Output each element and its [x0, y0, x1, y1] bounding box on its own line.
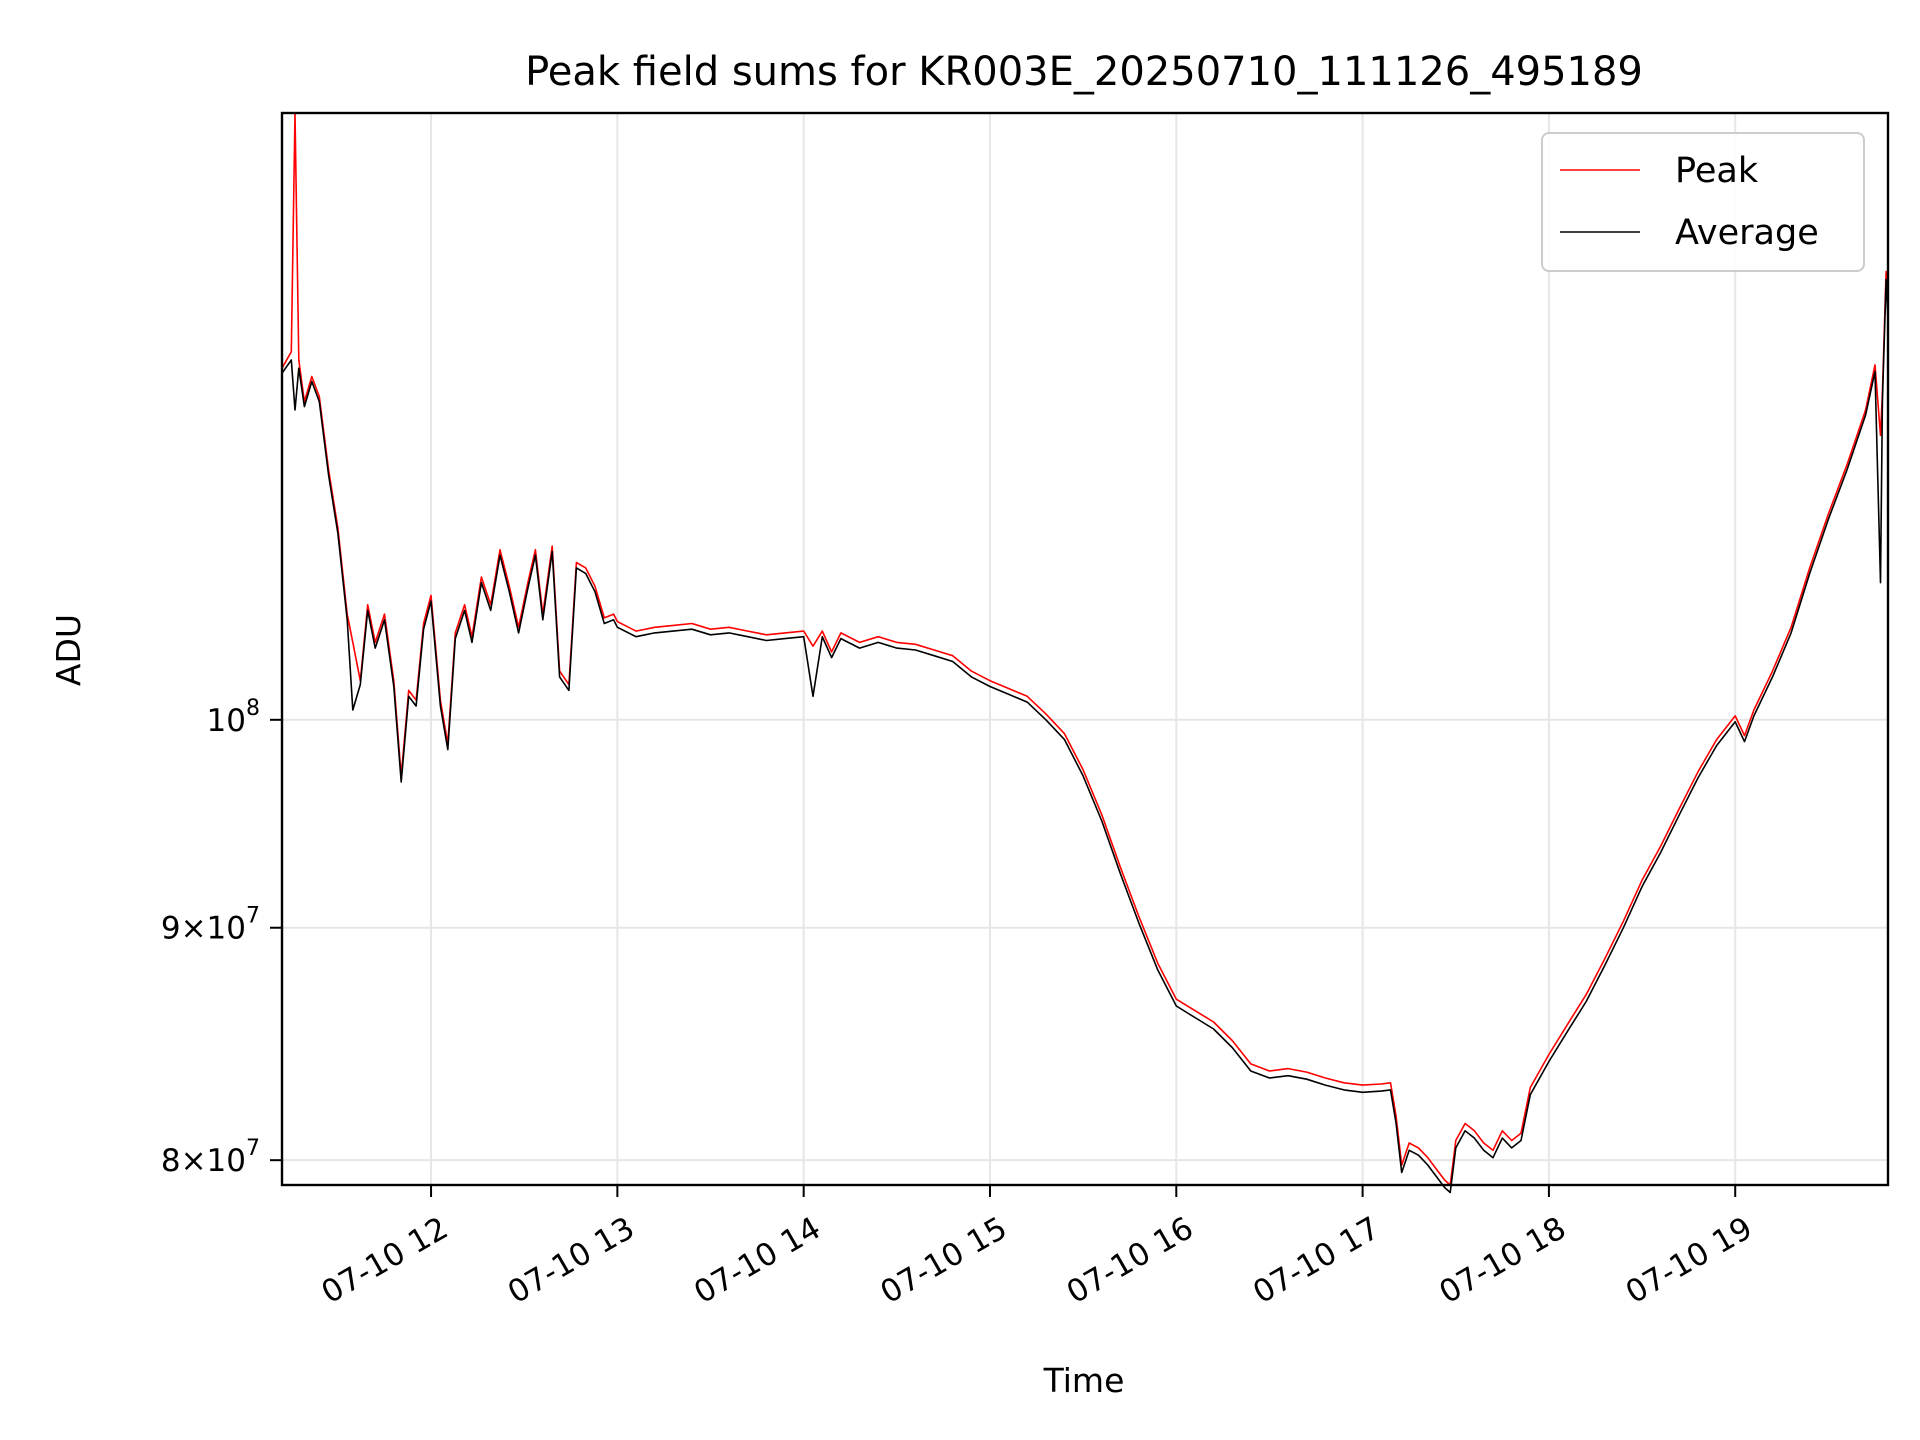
y-tick-label-exponent: 7: [246, 904, 260, 929]
series-lines: [281, 112, 1889, 1194]
chart-title: Peak field sums for KR003E_20250710_1111…: [525, 49, 1643, 95]
legend-box: [1541, 132, 1865, 272]
legend: Peak Average: [1541, 132, 1865, 272]
y-tick-label-base: 9×10: [161, 911, 246, 947]
y-tick-label-base: 10: [207, 703, 246, 739]
series-line-peak: [281, 112, 1889, 1186]
y-tick-label-exponent: 8: [246, 696, 260, 721]
y-tick-label: 108: [207, 696, 260, 739]
y-tick-label: 8×107: [161, 1136, 260, 1179]
series-line-average: [281, 278, 1889, 1194]
y-axis-label: ADU: [49, 614, 88, 686]
legend-average-label: Average: [1675, 213, 1819, 253]
y-tick-label-base: 8×10: [161, 1143, 246, 1179]
plot-area-frame: [280, 111, 1890, 1187]
legend-peak-label: Peak: [1675, 151, 1759, 191]
y-tick-label: 9×107: [161, 904, 260, 947]
y-tick-label-exponent: 7: [246, 1136, 260, 1161]
x-axis-label: Time: [1043, 1361, 1125, 1400]
